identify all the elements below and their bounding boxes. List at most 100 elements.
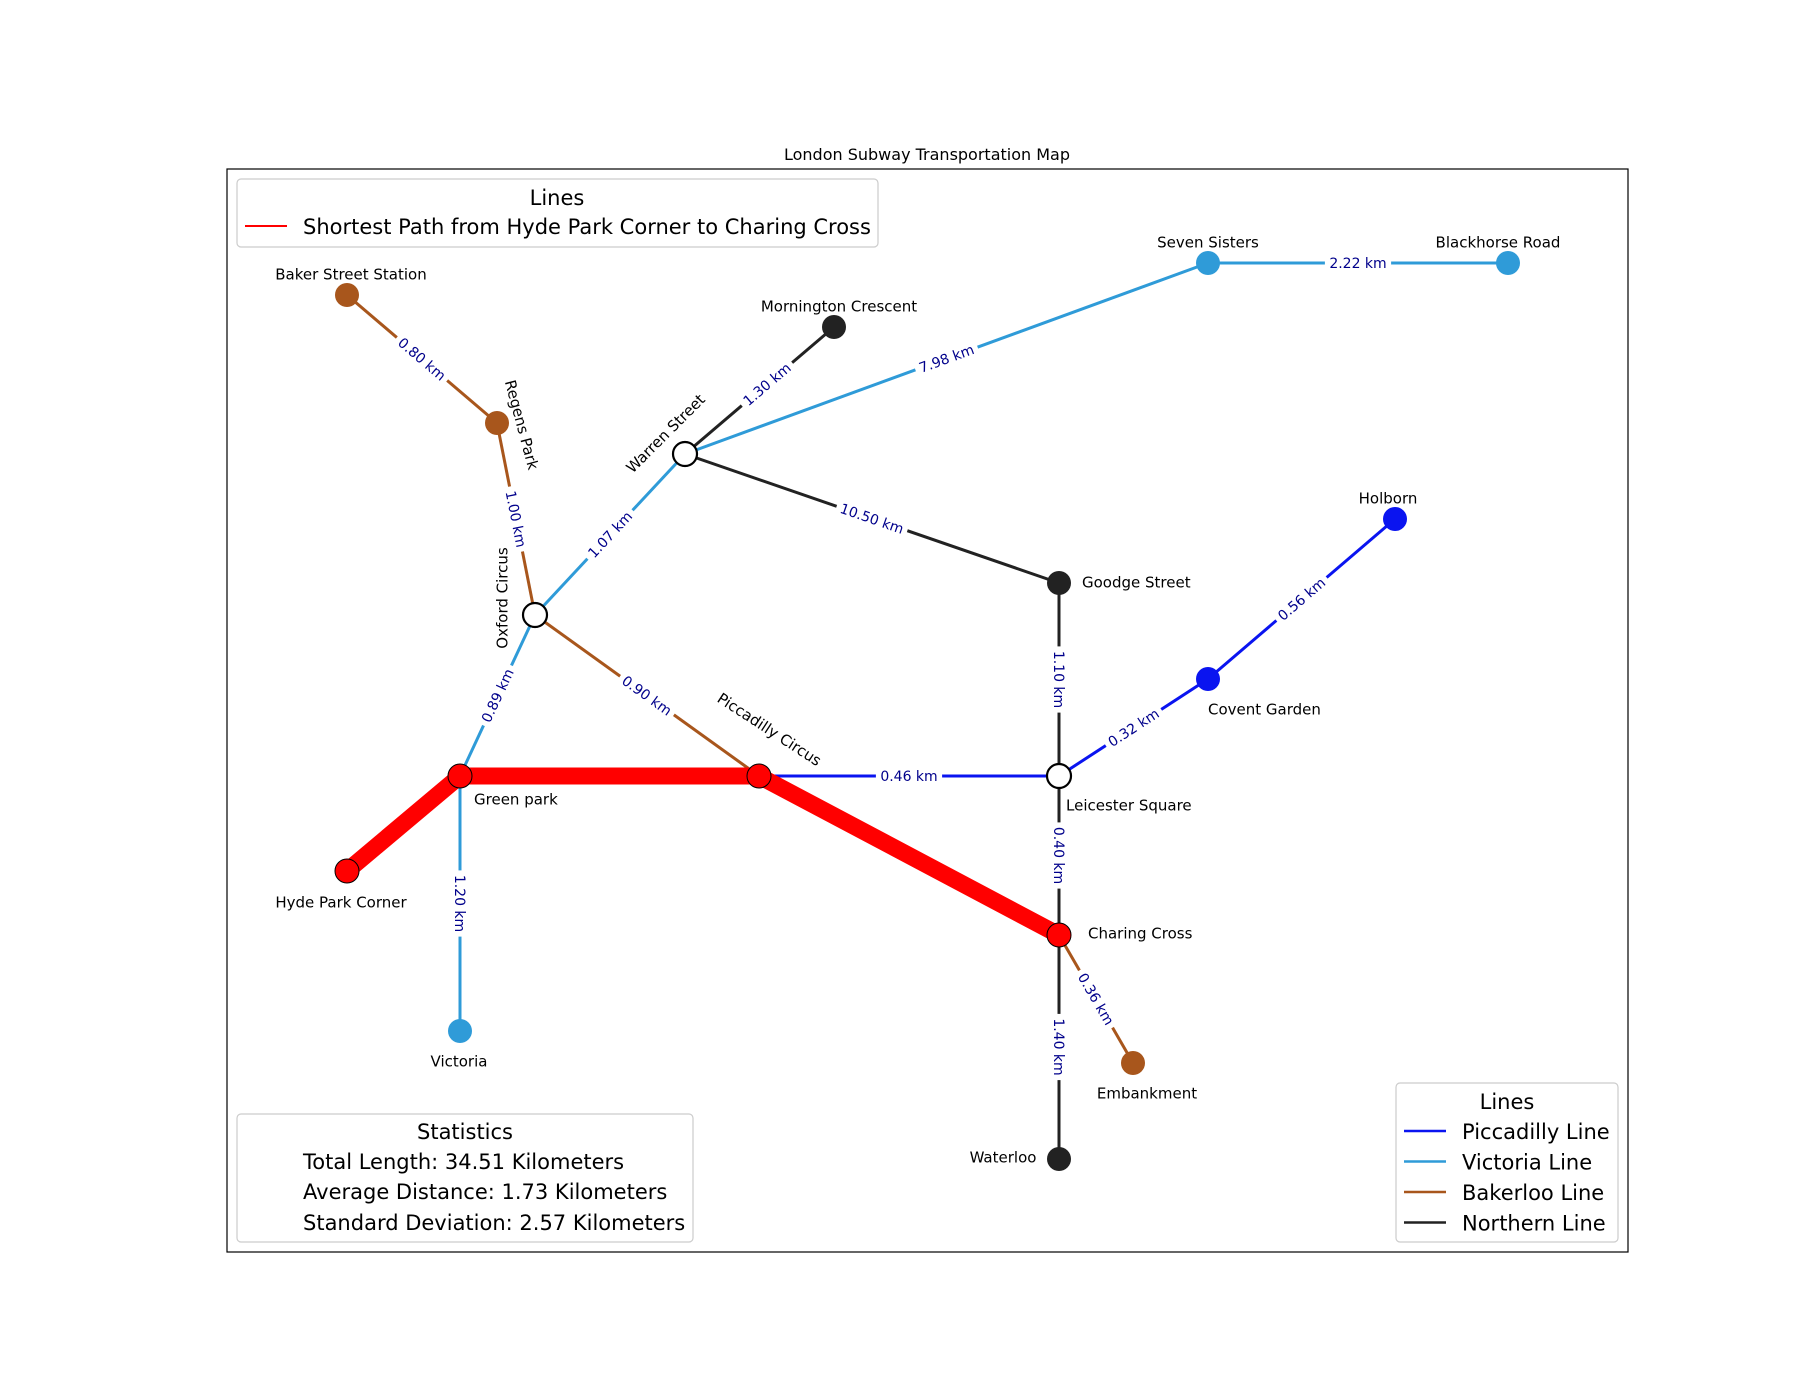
station-label-green: Green park [474, 791, 558, 809]
edge-label-warren-mornington: 1.30 km [735, 355, 798, 413]
station-label-seven: Seven Sisters [1157, 234, 1259, 252]
station-label-holborn: Holborn [1359, 490, 1418, 508]
edge-label-bg [580, 504, 640, 565]
edge-label-charing-embankment: 0.36 km [1071, 965, 1121, 1033]
statistics-box: Statistics Total Length: 34.51 Kilometer… [236, 1113, 694, 1243]
station-regens[interactable] [485, 411, 509, 435]
station-waterloo[interactable] [1047, 1147, 1071, 1171]
edge-label-bg [390, 330, 454, 388]
legend-lines-entries: Piccadilly Line Victoria Line Bakerloo Lin… [1404, 1120, 1610, 1236]
station-holborn[interactable] [1383, 507, 1407, 531]
station-label-oxford: Oxford Circus [494, 547, 512, 649]
station-hyde[interactable] [334, 858, 360, 884]
edge-label-bg [1050, 822, 1068, 889]
edge-label-text: 0.32 km [1106, 706, 1163, 751]
edge-label-piccadilly-leicester: 0.46 km [875, 767, 943, 785]
station-label-warren: Warren Street [623, 390, 709, 476]
edge-label-text: 0.89 km [479, 667, 518, 726]
station-label-leicester: Leicester Square [1066, 797, 1192, 815]
edge-label-text: 0.56 km [1275, 575, 1329, 624]
edge-label-bg [1270, 570, 1333, 628]
station-oxford[interactable] [521, 601, 549, 629]
edge-label-text: 1.10 km [1050, 651, 1066, 708]
statistics-total: Total Length: 34.51 Kilometers [302, 1150, 624, 1174]
edge-label-oxford-warren: 1.07 km [580, 504, 640, 565]
edge-label-bg [735, 355, 798, 413]
edge-label-text: 1.20 km [451, 875, 467, 932]
edge-label-oxford-piccadilly: 0.90 km [614, 668, 680, 723]
legend-title: Lines [530, 186, 585, 210]
station-leicester[interactable] [1045, 762, 1073, 790]
station-mornington[interactable] [822, 315, 846, 339]
shortest-path-layer [338, 767, 1068, 944]
legend-lines-title: Lines [1480, 1090, 1535, 1114]
stations-layer [334, 251, 1520, 1171]
station-warren[interactable] [671, 440, 699, 468]
station-embankment[interactable] [1121, 1051, 1145, 1075]
edge-label-text: 0.40 km [1050, 827, 1066, 884]
legend-label-northern: Northern Line [1462, 1212, 1606, 1236]
station-seven[interactable] [1196, 251, 1220, 275]
edge-label-text: 1.40 km [1050, 1018, 1066, 1075]
edge-label-text: 0.36 km [1074, 971, 1117, 1029]
edge-label-text: 1.30 km [741, 360, 795, 409]
statistics-stddev: Standard Deviation: 2.57 Kilometers [303, 1211, 685, 1235]
edge-label-text: 10.50 km [838, 501, 906, 538]
edge-label-text: 0.46 km [880, 769, 937, 785]
edge-label-bg [833, 497, 911, 540]
edge-label-bg [1050, 646, 1068, 713]
station-victoria[interactable] [448, 1019, 472, 1043]
station-label-piccadilly: Piccadilly Circus [714, 689, 825, 770]
legend-label-piccadilly: Piccadilly Line [1462, 1120, 1610, 1144]
edge-label-oxford-green: 0.89 km [475, 661, 520, 730]
legend-label-bakerloo: Bakerloo Line [1462, 1181, 1604, 1205]
legend-path-label: Shortest Path from Hyde Park Corner to C… [303, 215, 871, 239]
station-goodge[interactable] [1047, 571, 1071, 595]
station-green[interactable] [447, 763, 473, 789]
station-blackhorse[interactable] [1496, 251, 1520, 275]
legend-lines-frame [1395, 1082, 1619, 1243]
station-label-baker: Baker Street Station [275, 266, 426, 284]
edge-label-bg [500, 484, 532, 554]
edge-label-regens-oxford: 1.00 km [500, 484, 532, 554]
station-baker[interactable] [335, 283, 359, 307]
edge-label-goodge-leicester: 1.10 km [1050, 646, 1068, 713]
legend-label-victoria: Victoria Line [1462, 1151, 1592, 1175]
station-label-embankment: Embankment [1097, 1085, 1197, 1103]
edge-label-bg [451, 870, 469, 937]
edge-label-leicester-charing: 0.40 km [1050, 822, 1068, 889]
edge-label-warren-goodge: 10.50 km [833, 497, 911, 540]
statistics-average: Average Distance: 1.73 Kilometers [303, 1180, 667, 1204]
edge-label-leicester-covent: 0.32 km [1100, 701, 1167, 754]
shortest-path-segment-hyde-green [338, 767, 469, 880]
edge-label-seven-blackhorse: 2.22 km [1324, 254, 1392, 272]
edge-label-text: 0.80 km [394, 335, 448, 384]
edge-label-warren-seven: 7.98 km [912, 338, 981, 379]
edge-label-baker-regens: 0.80 km [390, 330, 454, 388]
station-label-blackhorse: Blackhorse Road [1436, 234, 1561, 252]
edge-label-covent-holborn: 0.56 km [1270, 570, 1333, 628]
shortest-path-segment-piccadilly-charing [750, 767, 1068, 944]
station-label-mornington: Mornington Crescent [761, 298, 917, 316]
statistics-frame [236, 1113, 694, 1243]
station-charing[interactable] [1046, 922, 1072, 948]
station-label-victoria: Victoria [431, 1053, 488, 1071]
station-piccadilly[interactable] [746, 763, 772, 789]
map-title: London Subway Transportation Map [784, 145, 1070, 164]
edge-label-charing-waterloo: 1.40 km [1050, 1013, 1068, 1081]
station-label-hyde: Hyde Park Corner [275, 894, 407, 912]
station-label-waterloo: Waterloo [970, 1149, 1037, 1167]
edge-label-text: 0.90 km [618, 673, 674, 719]
edge-label-bg [875, 767, 943, 785]
edge-label-text: 7.98 km [917, 342, 976, 377]
edge-label-text: 1.07 km [585, 509, 636, 562]
edge-label-bg [1100, 701, 1167, 754]
station-covent[interactable] [1196, 667, 1220, 691]
edge-label-bg [614, 668, 680, 723]
edge-label-bg [1071, 965, 1121, 1033]
legend-lines: Lines Piccadilly Line Victoria Line Bakerl… [1395, 1082, 1619, 1243]
legend-shortest-path: Lines Shortest Path from Hyde Park Corne… [236, 178, 879, 248]
plot-frame [226, 168, 1629, 1253]
station-label-covent: Covent Garden [1208, 701, 1321, 719]
